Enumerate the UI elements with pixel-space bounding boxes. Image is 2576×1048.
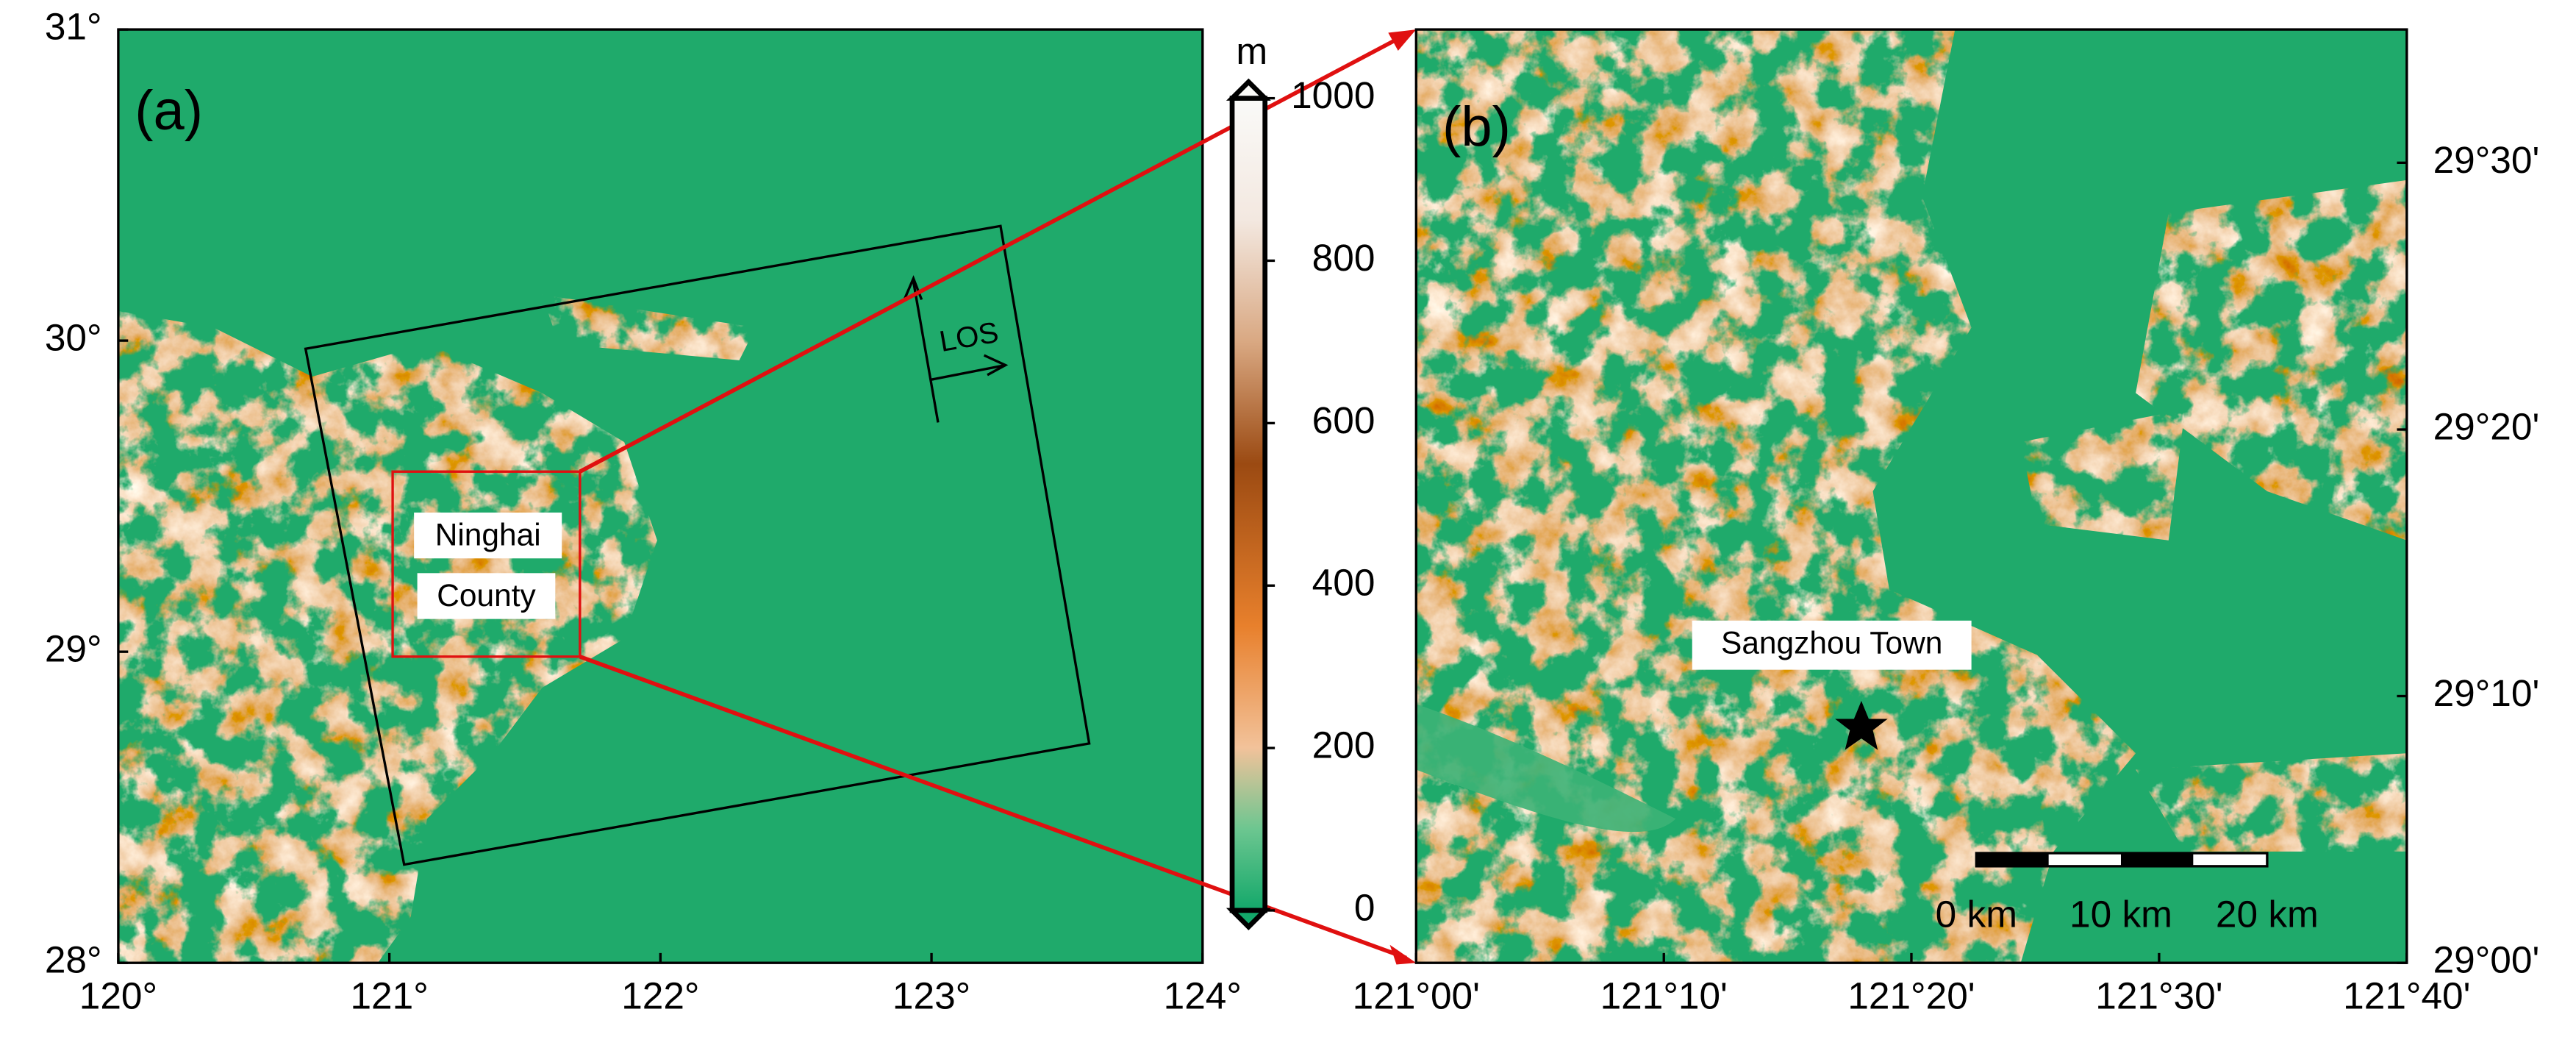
scale-label: 20 km <box>2216 893 2319 935</box>
colorbar-scale <box>1229 96 1268 913</box>
x-tick-label: 121°30' <box>2095 975 2222 1017</box>
epicenter-star <box>1835 700 1888 750</box>
track-frame <box>304 224 1091 866</box>
y-tick-label: 29°30' <box>2433 139 2540 181</box>
place-label: Sangzhou Town <box>1721 626 1942 660</box>
study-box <box>391 470 582 658</box>
region-label: Ninghai <box>435 518 541 552</box>
arrow-head <box>1389 944 1417 965</box>
colorbar-tick-label: 1000 <box>1291 74 1375 116</box>
map-a <box>118 29 1203 963</box>
colorbar-cap <box>1226 908 1271 930</box>
arrow-head <box>983 354 1009 377</box>
y-tick-label: 29°00' <box>2433 939 2540 981</box>
arrow-head <box>1388 29 1417 51</box>
colorbar-tick-label: 200 <box>1312 724 1375 766</box>
y-tick-label: 29°20' <box>2433 406 2540 448</box>
y-tick-label: 29°10' <box>2433 672 2540 714</box>
x-tick-label: 124° <box>1164 975 1242 1017</box>
connector <box>579 32 1408 474</box>
scale-bar-segment <box>2120 853 2194 866</box>
los-arrow <box>929 363 1006 382</box>
x-tick-label: 120° <box>79 975 157 1017</box>
y-tick-label: 28° <box>45 939 102 981</box>
label-box <box>414 512 562 559</box>
scale-bar-segment <box>1976 853 2049 866</box>
y-tick-label: 30° <box>45 317 102 359</box>
x-tick-label: 123° <box>892 975 970 1017</box>
scale-label: 10 km <box>2069 893 2172 935</box>
panel-label: (a) <box>135 79 203 142</box>
x-tick-label: 121°00' <box>1353 975 1480 1017</box>
y-tick-label: 31° <box>45 6 102 48</box>
y-tick-label: 29° <box>45 628 102 670</box>
x-tick-label: 121° <box>350 975 428 1017</box>
scale-label: 0 km <box>1936 893 2017 935</box>
colorbar-tick-label: 0 <box>1354 887 1375 929</box>
colorbar: m <box>1226 30 1271 930</box>
x-tick-label: 122° <box>621 975 699 1017</box>
label-box <box>417 573 556 619</box>
scale-bar: 0 km 10 km 20 km <box>1936 852 2319 935</box>
colorbar-cap <box>1226 78 1271 101</box>
colorbar-unit: m <box>1236 30 1267 72</box>
colorbar-tick-label: 400 <box>1312 562 1375 604</box>
region-label: County <box>437 578 536 613</box>
colorbar-tick-label: 800 <box>1312 237 1375 279</box>
connector <box>579 655 1407 960</box>
azimuth-arrow <box>912 281 940 423</box>
panel-label: (b) <box>1442 96 1511 158</box>
colorbar-tick-label: 600 <box>1312 399 1375 441</box>
map-b <box>1416 29 2407 963</box>
x-tick-label: 121°20' <box>1847 975 1975 1017</box>
x-tick-label: 121°40' <box>2343 975 2470 1017</box>
x-tick-label: 121°10' <box>1600 975 1728 1017</box>
label-box <box>1692 620 1972 670</box>
